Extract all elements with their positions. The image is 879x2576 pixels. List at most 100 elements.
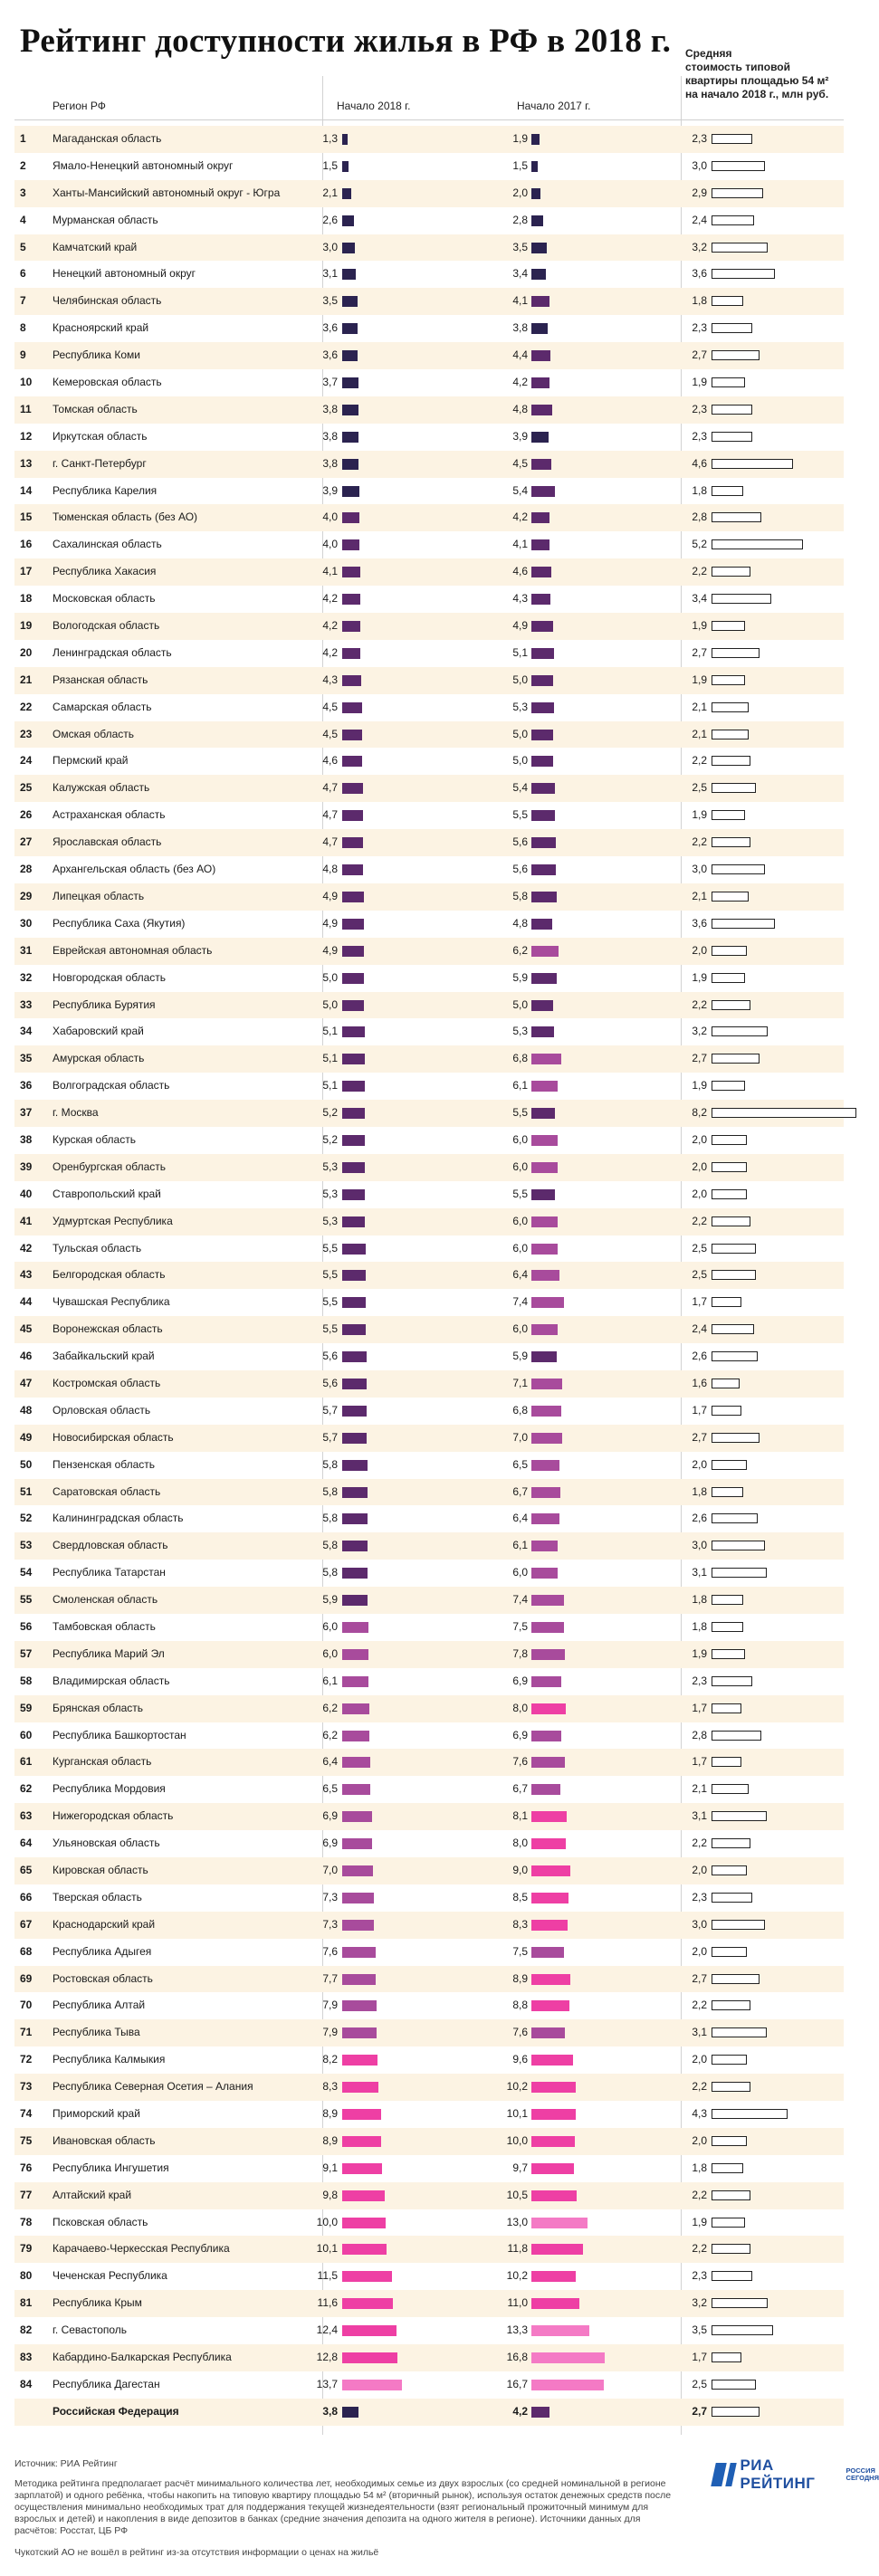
years-2017-bar [531, 837, 556, 849]
years-2017-value: 7,5 [512, 1619, 528, 1633]
years-2017-bar [531, 377, 550, 389]
ria-rating-logo: РИА РЕЙТИНГ РОССИЯ СЕГОДНЯ [711, 2457, 879, 2493]
region-name: Республика Мордовия [53, 1782, 166, 1796]
rank-number: 53 [20, 1539, 33, 1552]
price-bar [712, 2109, 788, 2120]
region-name: Омская область [53, 727, 135, 740]
price-bar [712, 512, 761, 523]
region-name: Амурская область [53, 1052, 145, 1065]
years-2017-bar [531, 2244, 583, 2256]
price-value: 2,4 [692, 1322, 707, 1336]
years-2017-value: 6,8 [512, 1052, 528, 1065]
table-row: 46 Забайкальский край 5,6 5,9 2,6 [14, 1343, 844, 1370]
years-2017-value: 6,0 [512, 1214, 528, 1227]
table-row: 55 Смоленская область 5,9 7,4 1,8 [14, 1587, 844, 1614]
table-row: 31 Еврейская автономная область 4,9 6,2 2,0 [14, 937, 844, 965]
table-row: 21 Рязанская область 4,3 5,0 1,9 [14, 666, 844, 694]
years-2017-value: 13,3 [506, 2323, 528, 2337]
table-row: 38 Курская область 5,2 6,0 2,0 [14, 1127, 844, 1154]
rank-number: 25 [20, 781, 33, 795]
years-2018-value: 6,2 [322, 1728, 338, 1741]
price-value: 2,7 [692, 1430, 707, 1444]
region-name: Республика Крым [53, 2296, 142, 2310]
region-name: Республика Алтай [53, 1999, 146, 2012]
years-2017-value: 16,8 [506, 2351, 528, 2364]
table-row: 62 Республика Мордовия 6,5 6,7 2,1 [14, 1776, 844, 1803]
years-2018-bar [342, 404, 359, 415]
table-row: 6 Ненецкий автономный округ 3,1 3,4 3,6 [14, 261, 844, 288]
price-bar [712, 864, 765, 875]
price-value: 2,3 [692, 402, 707, 415]
region-name: Российская Федерация [53, 2404, 179, 2418]
table-row: 22 Самарская область 4,5 5,3 2,1 [14, 694, 844, 721]
price-value: 2,0 [692, 1944, 707, 1958]
years-2018-bar [342, 296, 358, 308]
years-2017-bar [531, 1026, 555, 1038]
rank-number: 49 [20, 1430, 33, 1444]
years-2018-bar [342, 1324, 367, 1336]
years-2018-value: 3,8 [322, 2404, 338, 2418]
rank-number: 57 [20, 1646, 33, 1660]
rank-number: 27 [20, 835, 33, 849]
years-2017-value: 6,8 [512, 1403, 528, 1417]
region-name: Свердловская область [53, 1539, 168, 1552]
rank-number: 84 [20, 2377, 33, 2390]
table-row: 66 Тверская область 7,3 8,5 2,3 [14, 1884, 844, 1912]
price-bar [712, 674, 745, 685]
price-column-header: Средняя стоимость типовой квартиры площа… [685, 47, 848, 101]
years-2018-bar [342, 1216, 366, 1227]
years-2018-bar [342, 1188, 366, 1200]
years-2017-value: 9,0 [512, 1864, 528, 1876]
price-value: 3,6 [692, 267, 707, 281]
rank-number: 24 [20, 754, 33, 768]
years-2017-bar [531, 1459, 560, 1471]
rank-number: 14 [20, 483, 33, 497]
rank-number: 79 [20, 2242, 33, 2256]
years-2017-bar [531, 539, 549, 551]
region-name: Республика Ингушетия [53, 2161, 169, 2174]
years-2017-value: 5,5 [512, 1187, 528, 1200]
years-2018-bar [342, 621, 361, 633]
price-value: 2,5 [692, 2377, 707, 2390]
price-bar [712, 810, 745, 821]
table-row: 43 Белгородская область 5,5 6,4 2,5 [14, 1262, 844, 1290]
years-2017-value: 4,8 [512, 402, 528, 415]
logo-sub-line: СЕГОДНЯ [846, 2474, 879, 2482]
rank-number: 4 [20, 213, 26, 226]
rank-number: 60 [20, 1728, 33, 1741]
years-2017-bar [531, 1108, 556, 1120]
region-name: Кабардино-Балкарская Республика [53, 2351, 232, 2364]
price-value: 2,7 [692, 645, 707, 659]
price-value: 2,9 [692, 186, 707, 199]
years-2018-value: 3,8 [322, 402, 338, 415]
table-row: 64 Ульяновская область 6,9 8,0 2,2 [14, 1830, 844, 1857]
years-2017-bar [531, 1134, 558, 1146]
years-2018-value: 7,3 [322, 1890, 338, 1903]
table-row: 40 Ставропольский край 5,3 5,5 2,0 [14, 1181, 844, 1208]
years-2018-value: 4,1 [322, 565, 338, 578]
price-bar [712, 918, 776, 929]
rank-number: 29 [20, 889, 33, 902]
price-header-line: стоимость типовой [685, 61, 791, 73]
rank-number: 30 [20, 916, 33, 930]
years-2017-bar [531, 1541, 559, 1552]
table-row: 25 Калужская область 4,7 5,4 2,5 [14, 775, 844, 803]
table-row: 61 Курганская область 6,4 7,6 1,7 [14, 1749, 844, 1777]
years-2018-value: 7,0 [322, 1864, 338, 1876]
price-bar [712, 1946, 747, 1957]
years-2018-bar [342, 2027, 377, 2039]
price-value: 1,7 [692, 1755, 707, 1769]
years-2018-bar [342, 1621, 368, 1633]
region-name: Республика Адыгея [53, 1944, 152, 1958]
years-2018-value: 8,2 [322, 2053, 338, 2066]
years-2017-bar [531, 2190, 578, 2201]
rank-number: 34 [20, 1025, 33, 1038]
years-2017-value: 10,1 [506, 2107, 528, 2121]
table-row: 79 Карачаево-Черкесская Республика 10,1 11,… [14, 2236, 844, 2264]
price-bar [712, 2055, 747, 2066]
table-row: 81 Республика Крым 11,6 11,0 3,2 [14, 2290, 844, 2318]
region-name: Воронежская область [53, 1322, 163, 1336]
region-name: Оренбургская область [53, 1159, 167, 1173]
years-2017-value: 7,1 [512, 1376, 528, 1389]
rank-number: 2 [20, 158, 26, 172]
